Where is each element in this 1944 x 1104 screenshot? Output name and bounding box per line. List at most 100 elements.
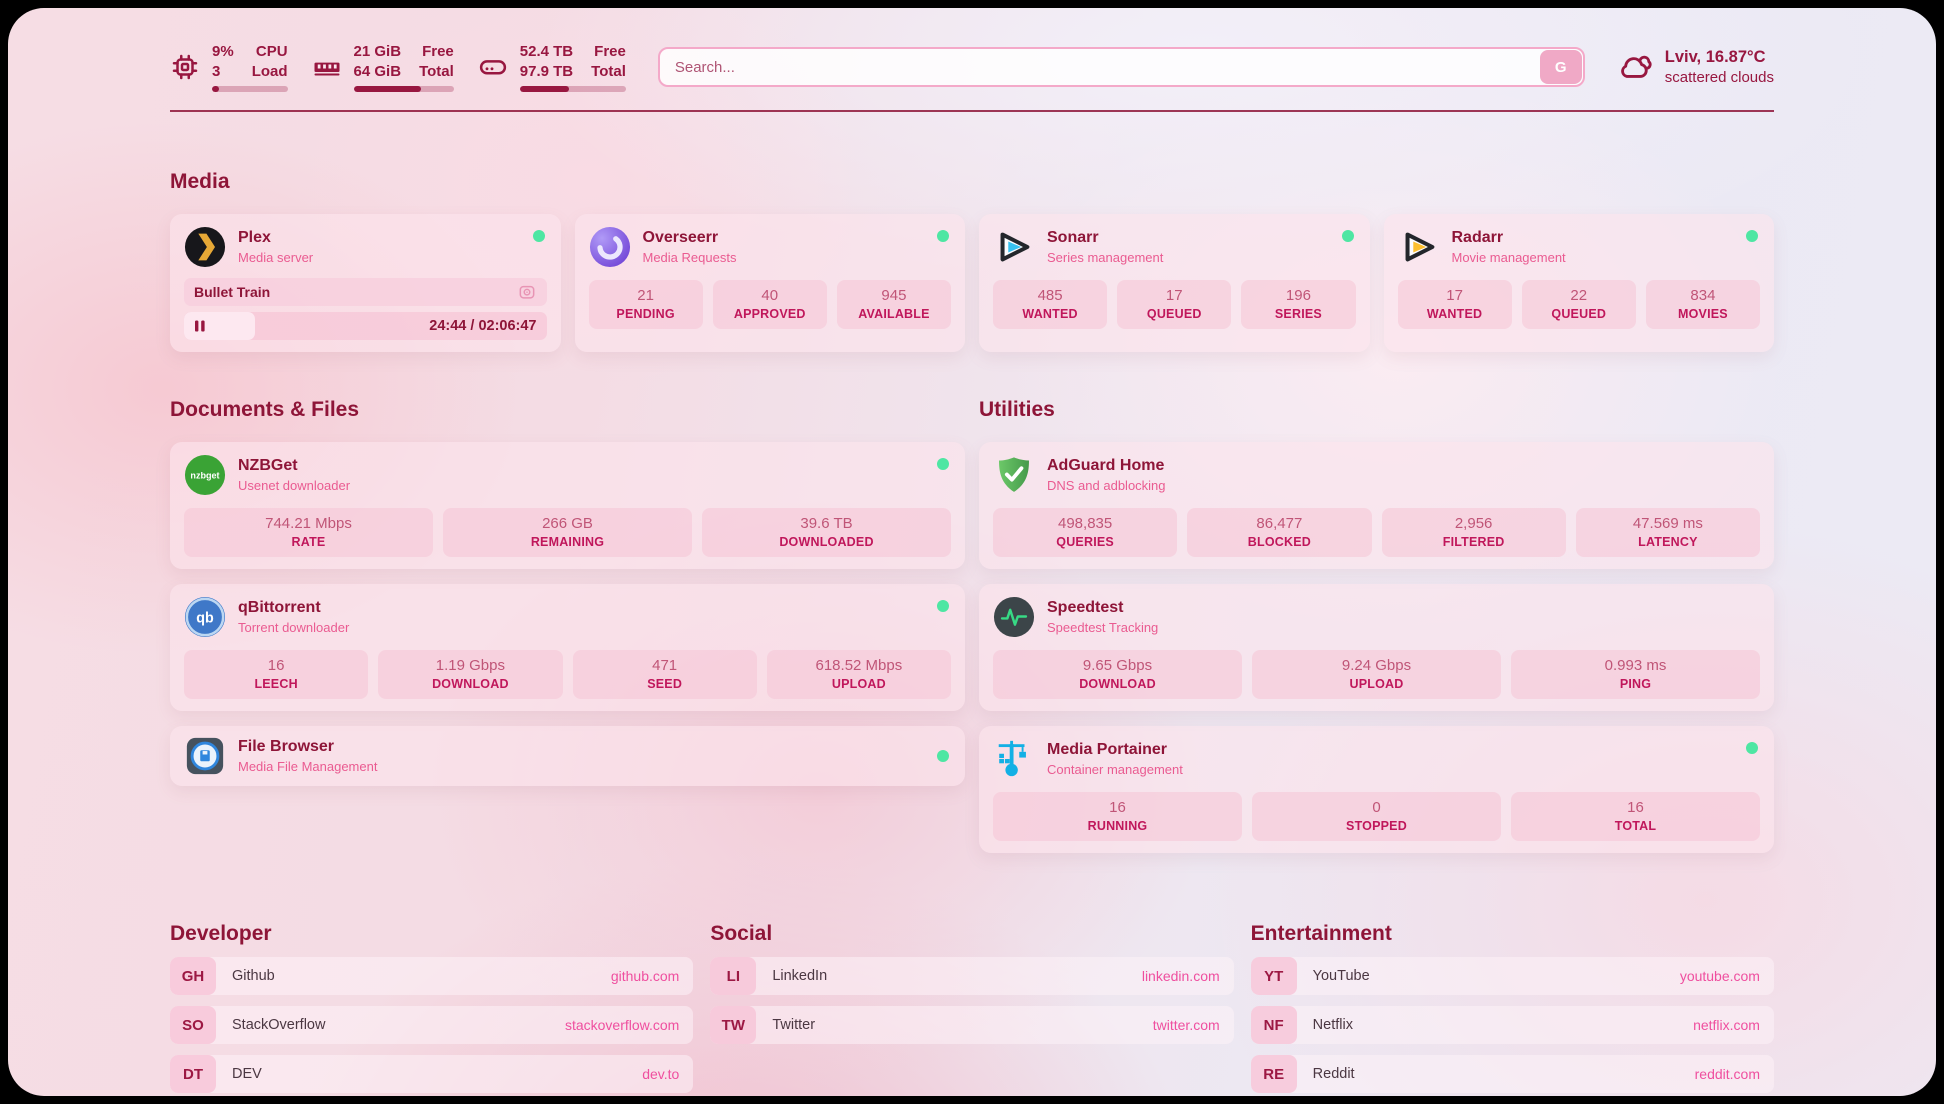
stat-label: AVAILABLE <box>858 307 930 321</box>
cpu-icon <box>172 54 198 80</box>
link-row-github[interactable]: GH Github github.com <box>170 957 694 995</box>
top-bar: 9% 3 CPU Load <box>170 8 1774 96</box>
app-card-speedtest[interactable]: Speedtest Speedtest Tracking 9.65 Gbps D… <box>979 584 1774 711</box>
stat-value: 17 <box>1446 287 1463 304</box>
stat-value: 945 <box>881 287 907 304</box>
stat-value: 0.993 ms <box>1604 657 1667 674</box>
memory-total-label: Total <box>419 62 454 80</box>
link-abbr-badge: SO <box>170 1006 216 1044</box>
app-card-portainer[interactable]: Media Portainer Container management 16 … <box>979 726 1774 853</box>
stat-label: FILTERED <box>1442 535 1505 549</box>
link-abbr-badge: GH <box>170 957 216 995</box>
app-name: Plex <box>238 229 271 246</box>
app-card-radarr[interactable]: Radarr Movie management 17 WANTED 22 QUE… <box>1383 214 1774 352</box>
stat-label: BLOCKED <box>1247 535 1311 549</box>
stat-tile: 47.569 ms LATENCY <box>1575 508 1760 557</box>
app-card-plex[interactable]: Plex Media server Bullet Train <box>170 214 561 352</box>
stat-label: DOWNLOAD <box>1079 677 1156 691</box>
stat-tile: 266 GB REMAINING <box>443 508 692 557</box>
app-card-qbittorrent[interactable]: qb qBittorrent Torrent downloader 16 LEE… <box>170 584 965 711</box>
app-subtitle: Container management <box>1047 762 1183 777</box>
app-card-sonarr[interactable]: Sonarr Series management 485 WANTED 17 Q… <box>979 214 1370 352</box>
link-url: netflix.com <box>1693 1017 1760 1033</box>
link-row-youtube[interactable]: YT YouTube youtube.com <box>1250 957 1774 995</box>
link-abbr-badge: YT <box>1250 957 1297 995</box>
developer-links-column: Developer GH Github github.com SO StackO… <box>170 922 694 1093</box>
link-label: DEV <box>232 1066 262 1082</box>
stat-label: REMAINING <box>530 535 605 549</box>
section-title-social: Social <box>710 922 773 945</box>
now-playing-title: Bullet Train <box>194 284 271 300</box>
portainer-icon <box>998 740 1026 777</box>
stat-label: PENDING <box>616 307 675 321</box>
qbittorrent-icon: qb <box>184 596 226 638</box>
stat-tile: 945 AVAILABLE <box>836 280 952 329</box>
link-label: Twitter <box>772 1017 816 1033</box>
section-title-documents: Documents & Files <box>170 398 360 421</box>
link-abbr-badge: DT <box>170 1055 216 1093</box>
memory-progress-bar <box>353 86 454 92</box>
link-row-stackoverflow[interactable]: SO StackOverflow stackoverflow.com <box>170 1006 694 1044</box>
stat-label: UPLOAD <box>1349 677 1404 691</box>
link-row-linkedin[interactable]: LI LinkedIn linkedin.com <box>710 957 1234 995</box>
app-card-nzbget[interactable]: nzbget NZBGet Usenet downloader 744.21 M… <box>170 442 965 569</box>
link-row-dev[interactable]: DT DEV dev.to <box>170 1055 694 1093</box>
app-name: qBittorrent <box>238 599 321 616</box>
disk-total-label: Total <box>591 62 626 80</box>
online-status-dot <box>937 458 949 470</box>
stat-value: 485 <box>1037 287 1063 304</box>
link-url: twitter.com <box>1152 1017 1220 1033</box>
link-row-twitter[interactable]: TW Twitter twitter.com <box>710 1006 1234 1044</box>
stat-value: 196 <box>1285 287 1311 304</box>
google-search-button[interactable]: G <box>1539 50 1582 84</box>
app-card-filebrowser[interactable]: File Browser Media File Management <box>170 726 965 786</box>
app-name: File Browser <box>238 738 335 755</box>
stat-value: 86,477 <box>1256 515 1303 532</box>
stat-value: 1.19 Gbps <box>435 657 505 674</box>
cpu-load-label: Load <box>251 62 288 80</box>
stat-tile: 16 TOTAL <box>1511 792 1760 841</box>
stat-value: 2,956 <box>1454 515 1493 532</box>
app-name: Sonarr <box>1047 229 1099 246</box>
stat-label: WANTED <box>1022 307 1078 321</box>
playback-time: 24:44 / 02:06:47 <box>429 318 537 334</box>
stat-label: DOWNLOAD <box>432 677 509 691</box>
link-row-reddit[interactable]: RE Reddit reddit.com <box>1250 1055 1774 1093</box>
nzbget-icon: nzbget <box>184 454 226 496</box>
stat-value: 618.52 Mbps <box>815 657 903 674</box>
app-name: Overseerr <box>642 229 719 246</box>
cloud-icon <box>1620 55 1652 78</box>
disk-progress-bar <box>519 86 626 92</box>
online-status-dot <box>1746 230 1758 242</box>
stat-tile: 9.65 Gbps DOWNLOAD <box>993 650 1242 699</box>
documents-column: Documents & Files nzbget NZBGet Usenet d… <box>170 398 965 801</box>
disk-widget: 52.4 TB 97.9 TB Free Total <box>478 42 626 92</box>
section-title-utilities: Utilities <box>979 398 1055 421</box>
now-playing-row: Bullet Train <box>184 278 547 306</box>
app-subtitle: Torrent downloader <box>238 620 350 635</box>
stat-value: 16 <box>1109 799 1126 816</box>
stat-value: 17 <box>1165 287 1183 304</box>
stat-tile: 834 MOVIES <box>1645 280 1761 329</box>
app-subtitle: Media File Management <box>238 759 378 774</box>
disk-free-label: Free <box>594 43 626 60</box>
stat-value: 498,835 <box>1058 515 1113 532</box>
online-status-dot <box>532 230 545 242</box>
app-name: Radarr <box>1451 229 1504 246</box>
app-name: Speedtest <box>1047 599 1124 616</box>
app-card-adguard[interactable]: AdGuard Home DNS and adblocking 498,835 … <box>979 442 1774 569</box>
app-subtitle: DNS and adblocking <box>1047 478 1166 493</box>
stat-label: RUNNING <box>1087 819 1148 833</box>
stat-label: TOTAL <box>1614 819 1657 833</box>
stat-label: WANTED <box>1426 307 1483 321</box>
memory-icon <box>314 62 340 76</box>
cpu-load-value: 3 <box>212 62 221 80</box>
link-label: Netflix <box>1312 1017 1353 1033</box>
search-input[interactable] <box>657 47 1585 87</box>
app-card-overseerr[interactable]: Overseerr Media Requests 21 PENDING 40 A… <box>574 214 965 352</box>
pause-icon[interactable] <box>194 320 206 332</box>
cpu-usage-label: CPU <box>255 43 288 60</box>
overseerr-icon <box>589 226 630 268</box>
memory-total-value: 64 GiB <box>353 62 402 80</box>
link-row-netflix[interactable]: NF Netflix netflix.com <box>1250 1006 1774 1044</box>
